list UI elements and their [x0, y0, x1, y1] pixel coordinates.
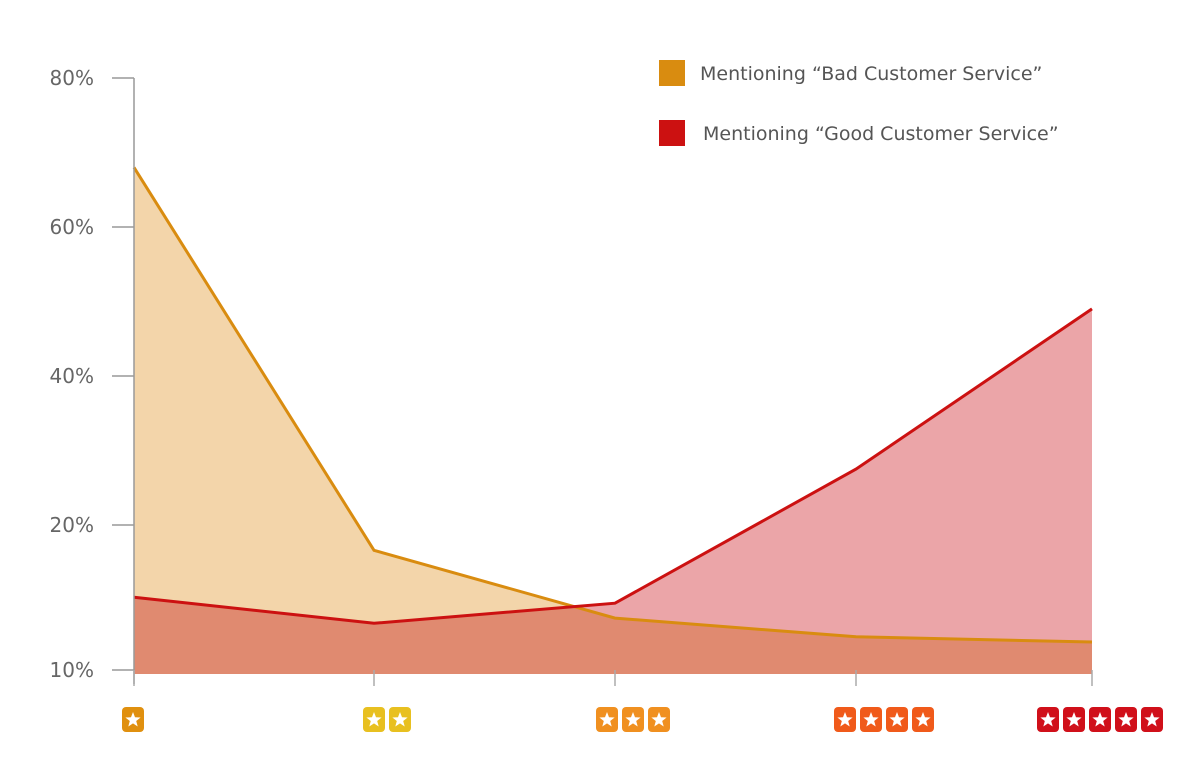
- legend-label-bad: Mentioning “Bad Customer Service”: [700, 63, 1042, 85]
- good-service-line: [133, 307, 1093, 625]
- y-tick-label: 10%: [50, 658, 94, 682]
- star-icon: [366, 712, 382, 727]
- y-tick-label: 20%: [50, 513, 94, 537]
- star-icon: [625, 712, 641, 727]
- star-icon: [863, 712, 879, 727]
- star-icon: [915, 712, 931, 727]
- legend-swatch-bad: [659, 60, 685, 86]
- star-icon: [1092, 712, 1108, 727]
- star-rating-4: [834, 707, 934, 732]
- star-rating-5: [1037, 707, 1163, 732]
- legend-label-good: Mentioning “Good Customer Service”: [703, 123, 1059, 145]
- star-icon: [889, 712, 905, 727]
- star-icon: [125, 712, 141, 727]
- star-rating-2: [363, 707, 411, 732]
- star-icon: [1118, 712, 1134, 727]
- star-icon: [651, 712, 667, 727]
- star-icon: [1040, 712, 1056, 727]
- star-icon: [1066, 712, 1082, 727]
- legend: Mentioning “Bad Customer Service” Mentio…: [659, 60, 1059, 146]
- good-service-area: [134, 308, 1092, 674]
- star-rating-1: [122, 707, 144, 732]
- y-tick-label: 40%: [50, 364, 94, 388]
- y-tick-label: 80%: [50, 66, 94, 90]
- legend-swatch-good: [659, 120, 685, 146]
- star-icon: [1144, 712, 1160, 727]
- y-tick-label: 60%: [50, 215, 94, 239]
- star-rating-3: [596, 707, 670, 732]
- bad-service-line: [132, 166, 1093, 644]
- overlap-area: [134, 308, 1092, 674]
- star-icon: [599, 712, 615, 727]
- star-icon: [837, 712, 853, 727]
- star-icon: [392, 712, 408, 727]
